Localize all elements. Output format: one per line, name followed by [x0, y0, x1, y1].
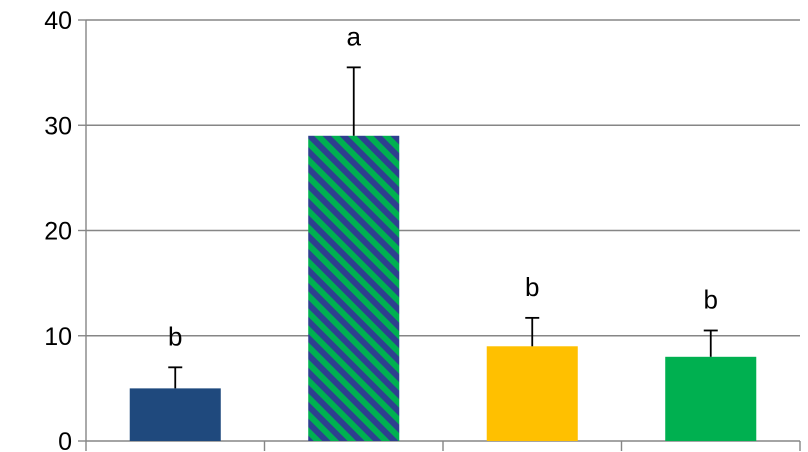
bar-3	[486, 346, 578, 441]
bar-1	[129, 388, 221, 441]
significance-label-4: b	[704, 284, 718, 314]
y-tick-label: 30	[44, 112, 72, 140]
bar-2	[308, 135, 400, 441]
y-tick-label: 40	[44, 7, 72, 35]
bar-4	[665, 356, 757, 441]
significance-label-2: a	[347, 21, 362, 51]
labels: 0 10 20 30 40 b a b b	[44, 7, 718, 452]
y-tick-label: 10	[44, 323, 72, 351]
error-bars	[168, 66, 718, 389]
y-tick-label: 20	[44, 218, 72, 246]
bars	[129, 135, 757, 441]
gridlines	[86, 19, 800, 337]
y-tick-label: 0	[58, 428, 72, 452]
significance-label-3: b	[525, 272, 539, 302]
significance-label-1: b	[168, 321, 182, 351]
